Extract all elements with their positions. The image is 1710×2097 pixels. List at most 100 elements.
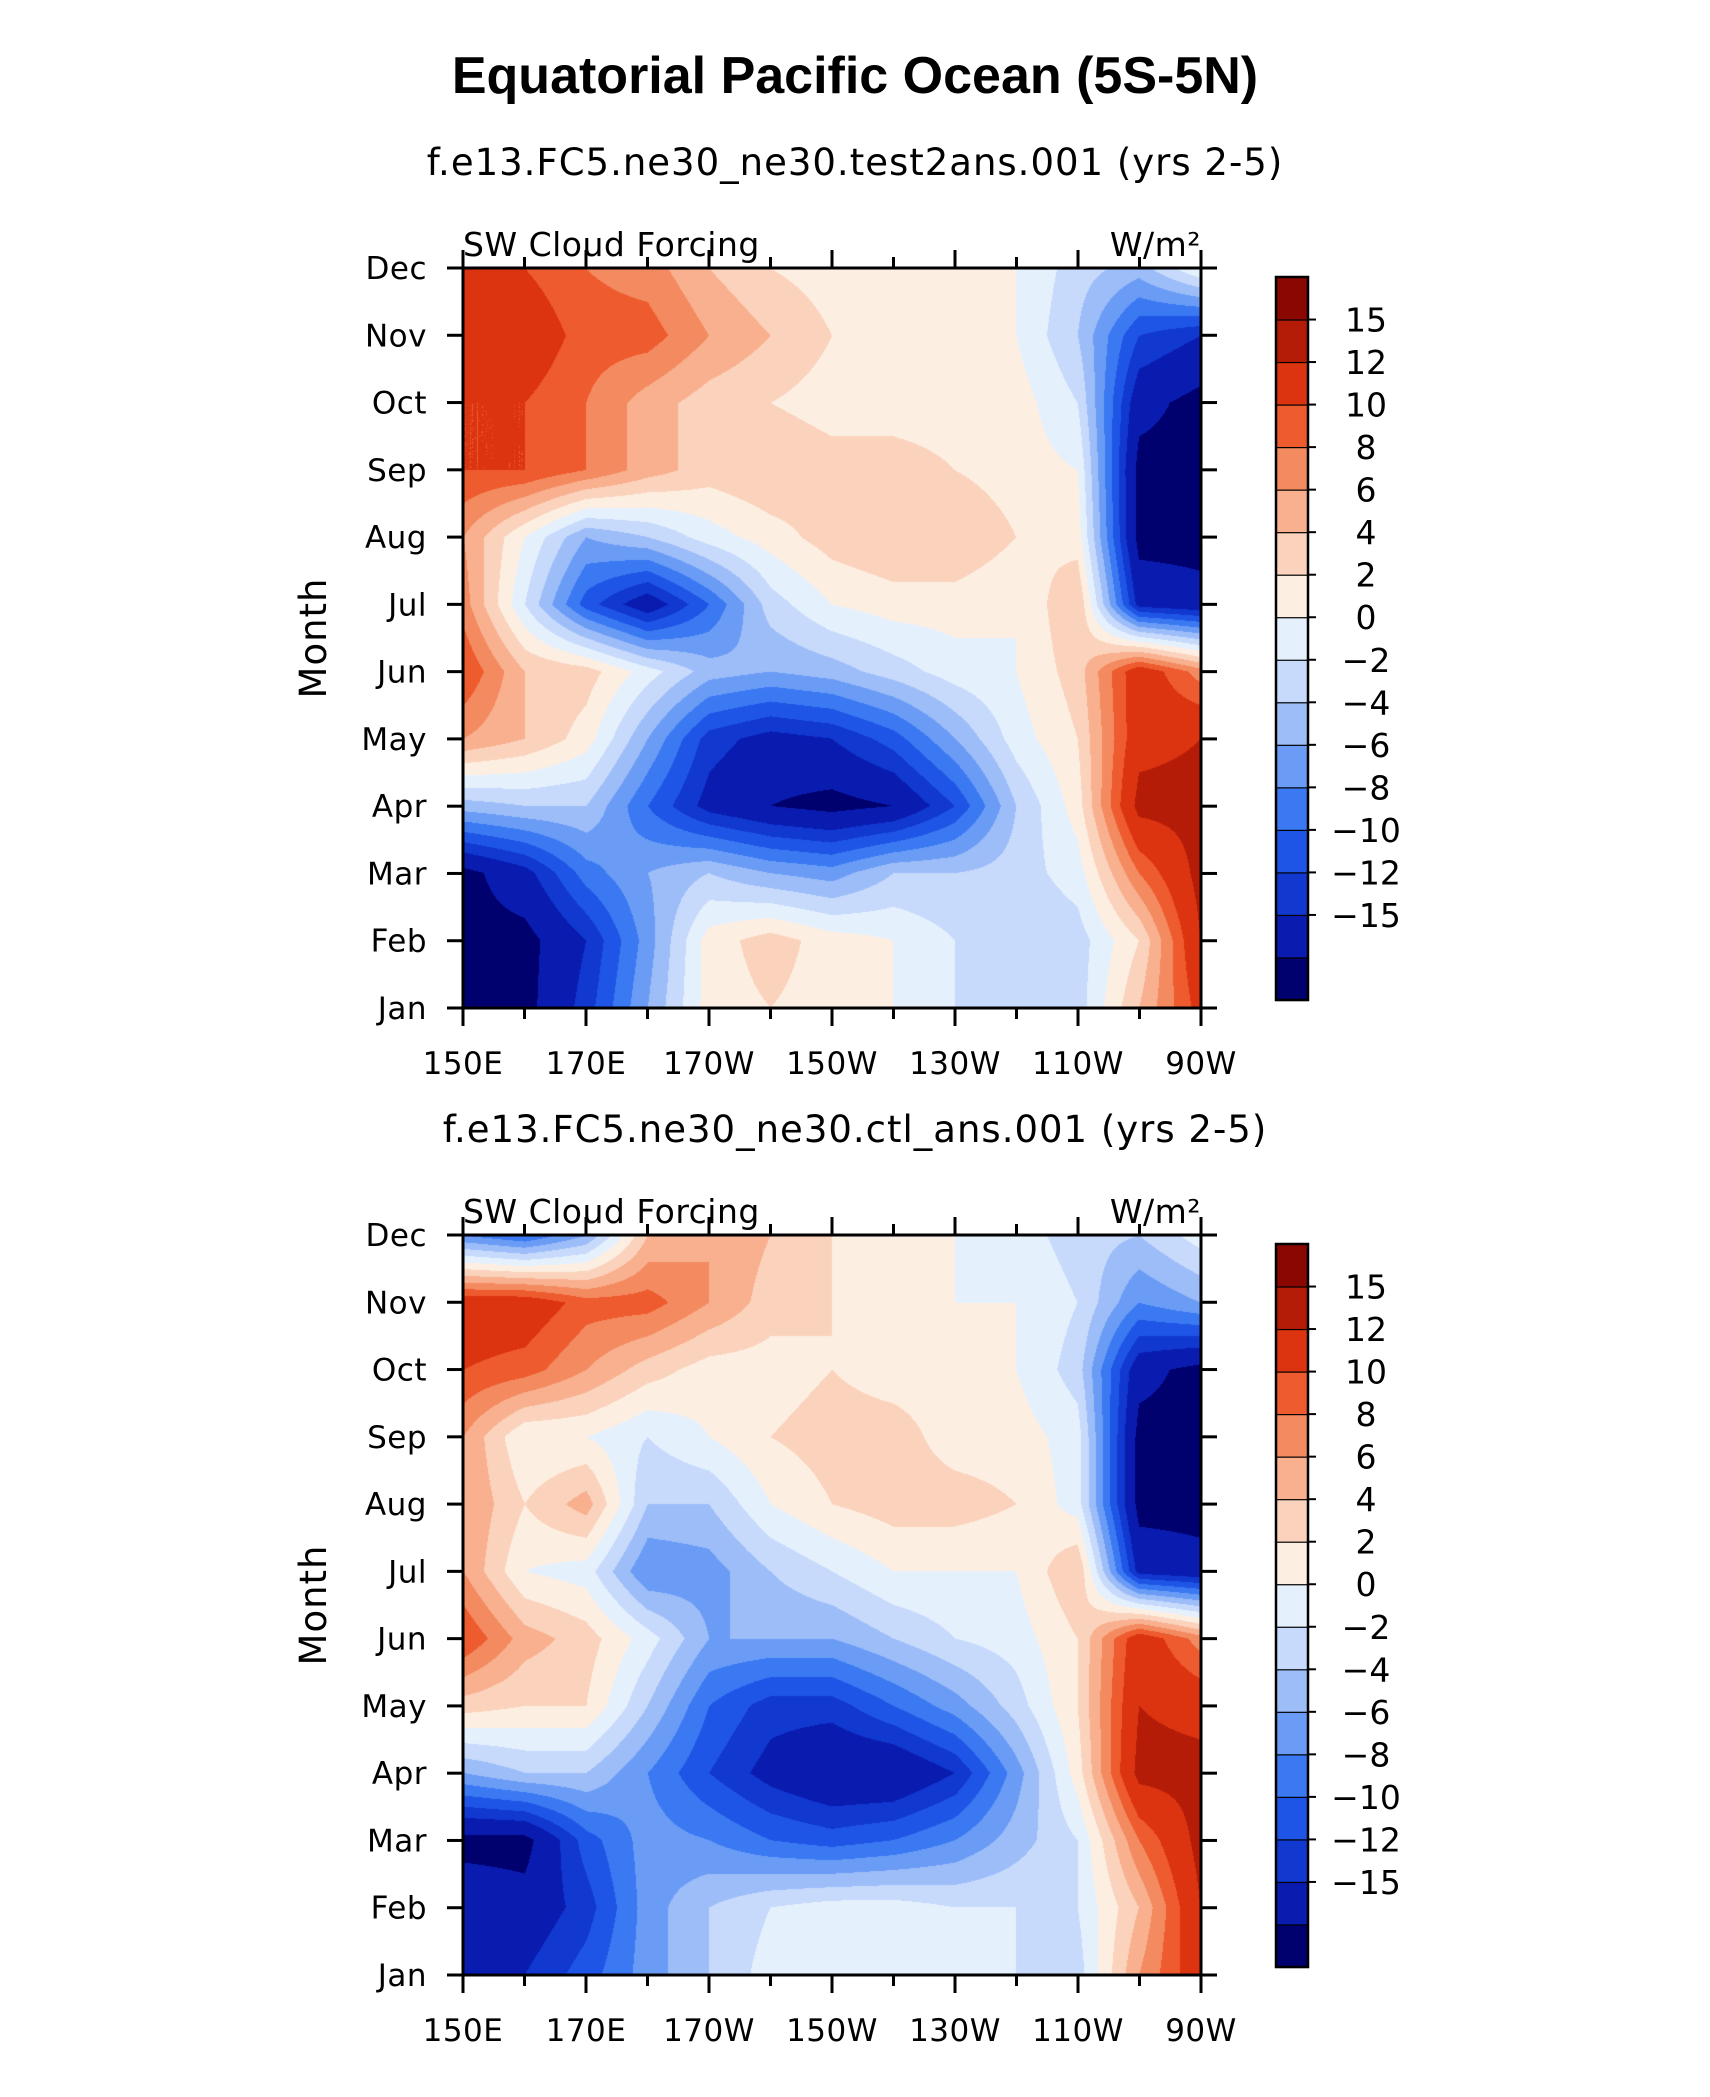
panel-top: f.e13.FC5.ne30_ne30.test2ans.001 (yrs 2-… <box>0 140 1710 1130</box>
colorbar-label: 4 <box>1356 513 1377 552</box>
y-tick-label: Feb <box>371 1891 427 1927</box>
y-tick-label: Jul <box>386 1554 427 1590</box>
y-tick-label: Jun <box>375 655 427 691</box>
y-tick-label: Aug <box>365 520 427 556</box>
y-tick-label: Jun <box>375 1622 427 1658</box>
colorbar-swatch <box>1275 659 1309 704</box>
colorbar-label: −15 <box>1331 1863 1401 1902</box>
panel-bottom: f.e13.FC5.ne30_ne30.ctl_ans.001 (yrs 2-5… <box>0 1107 1710 2097</box>
colorbar-swatch <box>1275 446 1309 491</box>
colorbar-swatch <box>1275 1881 1309 1926</box>
colorbar-label: −4 <box>1342 683 1391 722</box>
y-tick-label: Jan <box>376 991 427 1027</box>
colorbar-label: −4 <box>1342 1650 1391 1689</box>
x-tick-label: 150W <box>786 1046 878 1082</box>
x-tick-label: 150W <box>786 2013 878 2049</box>
y-tick-label: Jul <box>386 587 427 623</box>
x-tick-label: 150E <box>423 1046 504 1082</box>
x-tick-label: 130W <box>909 1046 1001 1082</box>
colorbar-label: 12 <box>1345 1310 1387 1349</box>
colorbar-label: 10 <box>1345 1353 1387 1392</box>
colorbar-swatch <box>1275 744 1309 789</box>
colorbar-label: 0 <box>1356 1565 1377 1604</box>
y-tick-label: Apr <box>372 789 427 825</box>
colorbar-swatch <box>1275 1456 1309 1501</box>
colorbar-label: 10 <box>1345 386 1387 425</box>
colorbar-label: −8 <box>1342 768 1391 807</box>
colorbar-swatch <box>1275 1498 1309 1543</box>
panel-subtitle: f.e13.FC5.ne30_ne30.test2ans.001 (yrs 2-… <box>427 141 1284 184</box>
y-tick-label: Apr <box>372 1756 427 1792</box>
y-tick-label: Jan <box>376 1958 427 1994</box>
colorbar-swatch <box>1275 829 1309 874</box>
y-tick-label: Sep <box>367 1420 427 1456</box>
heatmap-field <box>463 268 1201 1008</box>
colorbar-swatch <box>1275 616 1309 661</box>
x-tick-label: 170W <box>663 2013 755 2049</box>
colorbar-swatch <box>1275 1626 1309 1671</box>
colorbar-swatch <box>1275 1838 1309 1884</box>
y-tick-label: Dec <box>366 251 428 287</box>
y-tick-label: Nov <box>365 318 427 354</box>
x-tick-label: 110W <box>1032 2013 1124 2049</box>
colorbar-swatch <box>1275 361 1309 406</box>
y-tick-label: May <box>361 722 427 758</box>
colorbar-swatch <box>1275 871 1309 917</box>
x-tick-label: 110W <box>1032 1046 1124 1082</box>
colorbar-swatch <box>1275 1370 1309 1416</box>
variable-label: SW Cloud Forcing <box>463 1192 760 1231</box>
colorbar-label: −12 <box>1331 853 1401 892</box>
colorbar-label: 6 <box>1356 471 1377 510</box>
y-axis-label: Month <box>292 1545 335 1666</box>
y-axis-label: Month <box>292 578 335 699</box>
colorbar-swatch <box>1275 1583 1309 1628</box>
figure-title: Equatorial Pacific Ocean (5S-5N) <box>451 47 1259 105</box>
colorbar-label: 2 <box>1356 556 1377 595</box>
y-tick-label: Nov <box>365 1285 427 1321</box>
chart-svg-bottom: f.e13.FC5.ne30_ne30.ctl_ans.001 (yrs 2-5… <box>292 1108 1401 2049</box>
y-tick-label: Sep <box>367 453 427 489</box>
colorbar-swatch <box>1275 1711 1309 1756</box>
y-tick-label: Dec <box>366 1218 428 1254</box>
y-tick-label: Oct <box>372 386 427 422</box>
colorbar-swatch <box>1275 531 1309 576</box>
x-tick-label: 150E <box>423 2013 504 2049</box>
colorbar-swatch <box>1275 914 1309 959</box>
heatmap-field <box>463 1235 1201 1975</box>
y-tick-label: May <box>361 1689 427 1725</box>
colorbar-swatch <box>1275 1668 1309 1713</box>
colorbar-label: −2 <box>1342 641 1391 680</box>
colorbar-swatch <box>1275 701 1309 746</box>
colorbar-swatch <box>1275 574 1309 619</box>
colorbar-swatch <box>1275 1923 1309 1969</box>
colorbar-label: 6 <box>1356 1438 1377 1477</box>
colorbar-frame <box>1274 1242 1310 1969</box>
chart-svg-top: f.e13.FC5.ne30_ne30.test2ans.001 (yrs 2-… <box>292 141 1401 1082</box>
units-label: W/m² <box>1110 1192 1201 1231</box>
y-tick-label: Mar <box>367 1823 427 1859</box>
colorbar-swatch <box>1275 956 1309 1002</box>
colorbar-swatch <box>1275 276 1309 321</box>
colorbar-label: −2 <box>1342 1608 1391 1647</box>
colorbar-swatch <box>1275 1243 1309 1288</box>
y-tick-label: Mar <box>367 856 427 892</box>
colorbar-label: −8 <box>1342 1735 1391 1774</box>
x-tick-label: 170E <box>546 1046 627 1082</box>
colorbar-swatch <box>1275 1413 1309 1458</box>
x-tick-label: 130W <box>909 2013 1001 2049</box>
colorbar-swatch <box>1275 1541 1309 1586</box>
colorbar-swatch <box>1275 403 1309 449</box>
colorbar-label: 0 <box>1356 598 1377 637</box>
colorbar-label: 12 <box>1345 343 1387 382</box>
colorbar-swatch <box>1275 318 1309 364</box>
colorbar-label: −12 <box>1331 1820 1401 1859</box>
colorbar-swatch <box>1275 1753 1309 1798</box>
x-tick-label: 90W <box>1165 1046 1237 1082</box>
colorbar-swatch <box>1275 489 1309 534</box>
x-tick-label: 90W <box>1165 2013 1237 2049</box>
colorbar-label: 15 <box>1345 301 1387 340</box>
colorbar-label: −6 <box>1342 726 1391 765</box>
y-tick-label: Aug <box>365 1487 427 1523</box>
colorbar-swatch <box>1275 786 1309 831</box>
variable-label: SW Cloud Forcing <box>463 225 760 264</box>
